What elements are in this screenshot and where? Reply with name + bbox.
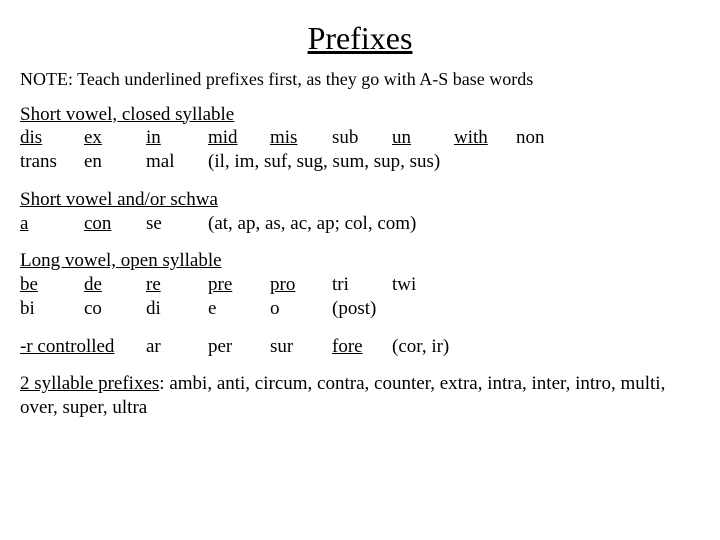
paren-group: (il, im, suf, sug, sum, sup, sus) [208,150,700,174]
prefix: mis [270,126,332,150]
prefix: di [146,297,208,321]
section-header: Long vowel, open syllable [20,249,700,273]
prefix: e [208,297,270,321]
section-r-controlled: -r controlled ar per sur fore (cor, ir) [20,335,700,359]
prefix: pre [208,273,270,297]
row: -r controlled ar per sur fore (cor, ir) [20,335,700,359]
prefix: ex [84,126,146,150]
row: dis ex in mid mis sub un with non [20,126,700,150]
prefix: non [516,126,576,150]
paren-group: (cor, ir) [392,335,700,359]
prefix: twi [392,273,454,297]
prefix: a [20,212,84,236]
prefix: dis [20,126,84,150]
row: bi co di e o (post) [20,297,700,321]
section-short-vowel-closed: Short vowel, closed syllable dis ex in m… [20,103,700,174]
prefix: bi [20,297,84,321]
prefix: re [146,273,208,297]
prefix: ar [146,335,208,359]
note-text: NOTE: Teach underlined prefixes first, a… [20,68,700,91]
prefix: o [270,297,332,321]
row: be de re pre pro tri twi [20,273,700,297]
prefix: pro [270,273,332,297]
prefix: sur [270,335,332,359]
prefix: co [84,297,146,321]
prefix: per [208,335,270,359]
section-header: 2 syllable prefixes [20,373,159,394]
page-title: Prefixes [20,18,700,58]
row: trans en mal (il, im, suf, sug, sum, sup… [20,150,700,174]
prefix: tri [332,273,392,297]
prefix: sub [332,126,392,150]
paren-group: (post) [332,297,700,321]
prefix: mid [208,126,270,150]
prefix: en [84,150,146,174]
prefix: in [146,126,208,150]
prefix: be [20,273,84,297]
prefix: trans [20,150,84,174]
prefix: fore [332,335,392,359]
section-header: -r controlled [20,335,146,359]
row: a con se (at, ap, as, ac, ap; col, com) [20,212,700,236]
paren-group: (at, ap, as, ac, ap; col, com) [208,212,700,236]
prefix: with [454,126,516,150]
section-two-syllable: 2 syllable prefixes: ambi, anti, circum,… [20,372,700,420]
section-short-vowel-schwa: Short vowel and/or schwa a con se (at, a… [20,188,700,236]
section-header: Short vowel and/or schwa [20,188,700,212]
prefix: se [146,212,208,236]
prefix: de [84,273,146,297]
prefix: mal [146,150,208,174]
section-long-vowel-open: Long vowel, open syllable be de re pre p… [20,249,700,320]
prefix: un [392,126,454,150]
section-header: Short vowel, closed syllable [20,103,700,127]
prefix: con [84,212,146,236]
